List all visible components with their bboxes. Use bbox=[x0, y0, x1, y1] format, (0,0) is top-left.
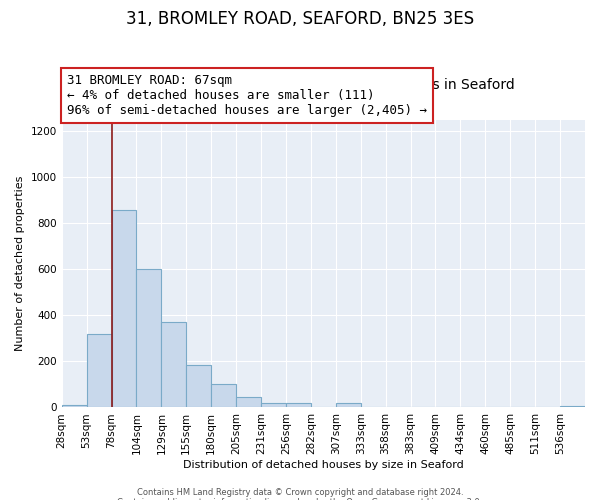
Bar bbox=[186, 365, 211, 408]
Bar bbox=[211, 384, 236, 407]
Bar bbox=[112, 210, 136, 408]
Text: Contains HM Land Registry data © Crown copyright and database right 2024.: Contains HM Land Registry data © Crown c… bbox=[137, 488, 463, 497]
Text: Contains public sector information licensed under the Open Government Licence v3: Contains public sector information licen… bbox=[118, 498, 482, 500]
X-axis label: Distribution of detached houses by size in Seaford: Distribution of detached houses by size … bbox=[183, 460, 464, 470]
Title: Size of property relative to detached houses in Seaford: Size of property relative to detached ho… bbox=[131, 78, 515, 92]
Bar bbox=[560, 406, 585, 408]
Bar bbox=[136, 270, 161, 407]
Bar bbox=[236, 397, 261, 407]
Bar bbox=[261, 403, 286, 407]
Text: 31, BROMLEY ROAD, SEAFORD, BN25 3ES: 31, BROMLEY ROAD, SEAFORD, BN25 3ES bbox=[126, 10, 474, 28]
Bar bbox=[62, 405, 86, 407]
Bar bbox=[286, 404, 311, 407]
Bar bbox=[86, 334, 112, 407]
Y-axis label: Number of detached properties: Number of detached properties bbox=[15, 176, 25, 352]
Bar bbox=[336, 403, 361, 407]
Text: 31 BROMLEY ROAD: 67sqm
← 4% of detached houses are smaller (111)
96% of semi-det: 31 BROMLEY ROAD: 67sqm ← 4% of detached … bbox=[67, 74, 427, 117]
Bar bbox=[161, 322, 186, 408]
